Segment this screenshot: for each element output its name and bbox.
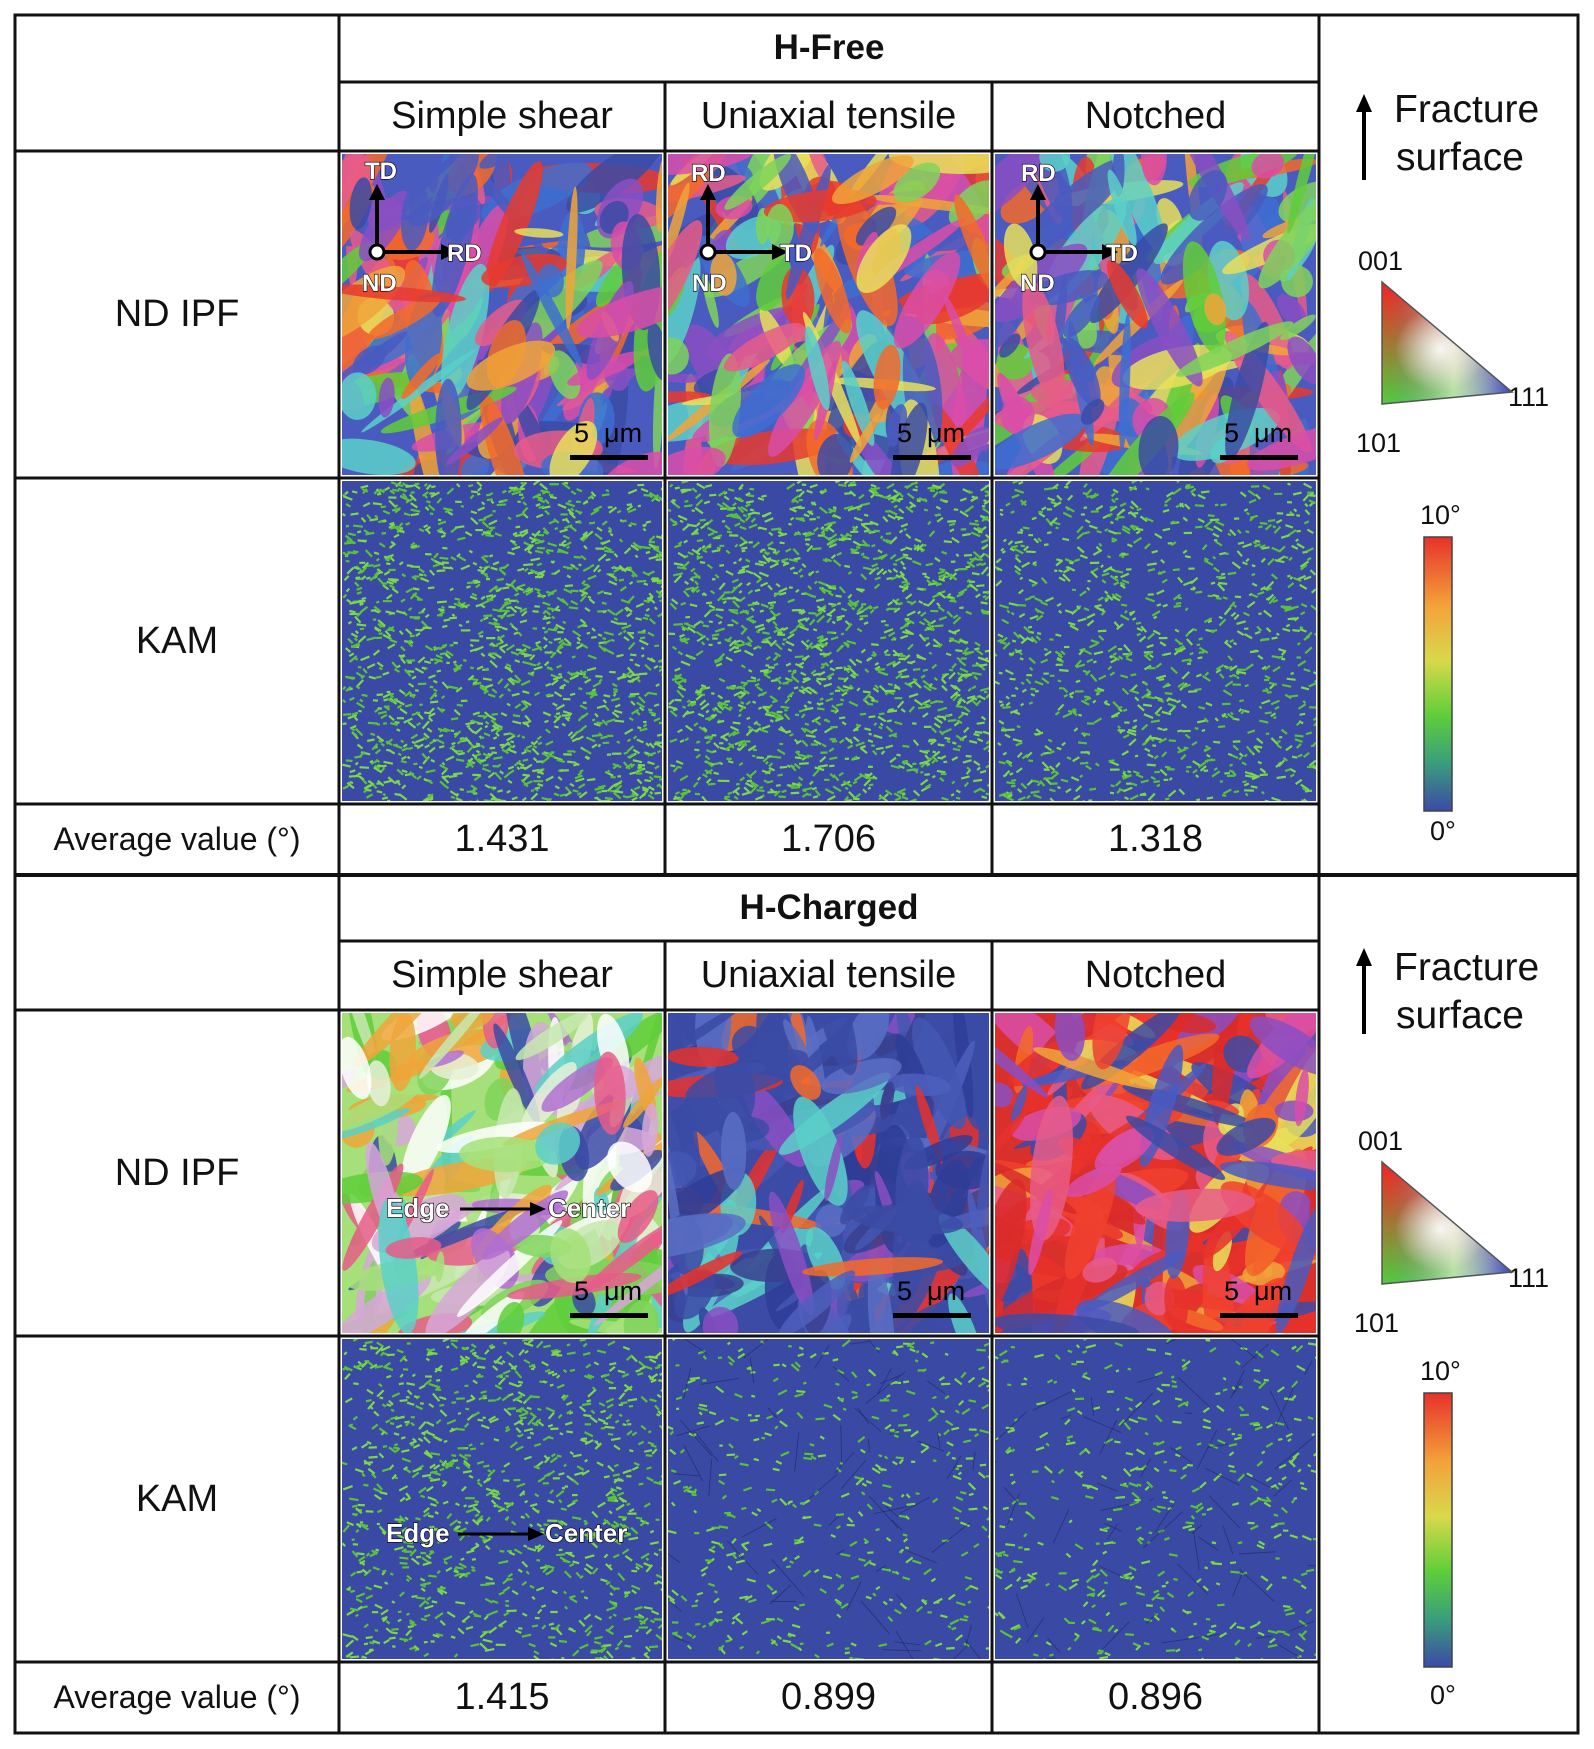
scale-bar-label: 5 μm <box>897 418 966 448</box>
fracture-line: Fracture <box>1394 946 1540 989</box>
ipf-triangle-icon <box>1381 1160 1514 1285</box>
ipf-color-triangle <box>1380 280 1514 412</box>
arrow-up-icon <box>1356 948 1372 1034</box>
average-value: 1.706 <box>780 817 877 860</box>
kam-colorbar <box>1423 1392 1453 1668</box>
kam-map <box>995 1339 1316 1659</box>
center-label: Center <box>544 1517 628 1548</box>
column-header: Uniaxial tensile <box>700 954 957 996</box>
kam-map <box>668 481 989 801</box>
map-texture <box>668 481 989 801</box>
center-label: Center <box>547 1192 631 1223</box>
map-texture <box>342 1339 662 1659</box>
row-label-kam: KAM <box>135 1477 219 1520</box>
ipf-corner-left: 101 <box>1356 428 1402 458</box>
average-value: 0.896 <box>1107 1676 1204 1718</box>
colorbar-gradient <box>1423 1392 1453 1668</box>
column-header: Simple shear <box>391 954 613 996</box>
axis-right-label: TD <box>779 239 812 267</box>
row-label-ipf: ND IPF <box>114 293 240 335</box>
scale-bar-label: 5 μm <box>574 1276 643 1306</box>
ipf-corner-top: 001 <box>1358 1126 1404 1156</box>
column-header: Uniaxial tensile <box>700 95 957 137</box>
kam-map <box>342 481 662 801</box>
row-label-average: Average value (°) <box>53 1679 301 1715</box>
edge-label: Edge <box>385 1517 450 1548</box>
scale-bar: 5 μm <box>1220 1276 1298 1318</box>
axis-right-label: TD <box>1105 239 1138 267</box>
scale-bar: 5 μm <box>893 418 971 460</box>
axis-origin-label: ND <box>1019 269 1055 297</box>
scale-bar-label: 5 μm <box>574 418 643 448</box>
ipf-corner-right: 111 <box>1508 382 1550 412</box>
kam-map <box>995 481 1316 801</box>
average-value: 0.899 <box>780 1676 877 1718</box>
kam-colorbar <box>1423 536 1453 812</box>
axis-right-label: RD <box>446 239 482 267</box>
axis-origin-label: ND <box>691 269 727 297</box>
map-texture <box>995 1339 1316 1659</box>
column-header: Simple shear <box>391 95 613 137</box>
map-texture <box>668 1339 989 1659</box>
kam-scale-min: 0° <box>1430 816 1456 846</box>
kam-scale-min: 0° <box>1430 1680 1456 1710</box>
edge-label: Edge <box>385 1192 450 1223</box>
fracture-line: Fracture <box>1394 88 1540 131</box>
arrow-right-icon <box>458 1527 544 1541</box>
average-value: 1.318 <box>1107 817 1204 860</box>
row-label-ipf: ND IPF <box>114 1151 240 1194</box>
colorbar-gradient <box>1423 536 1453 812</box>
fracture-surface-label: Fracture surface <box>1394 86 1539 182</box>
section-header: H-Free <box>773 28 885 67</box>
ipf-corner-top: 001 <box>1358 246 1404 276</box>
scale-bar: 5 μm <box>1220 418 1298 460</box>
kam-scale-max: 10° <box>1420 1356 1461 1386</box>
fracture-line: surface <box>1396 994 1524 1037</box>
section-header: H-Charged <box>739 888 919 927</box>
scale-bar: 5 μm <box>570 418 648 460</box>
scale-bar-label: 5 μm <box>1224 418 1293 448</box>
ipf-corner-right: 111 <box>1508 1263 1550 1293</box>
scale-bar: 5 μm <box>570 1276 648 1318</box>
axis-origin-label: ND <box>361 269 397 297</box>
ipf-color-triangle <box>1380 1160 1514 1292</box>
row-label-kam: KAM <box>135 619 219 662</box>
scale-bar-label: 5 μm <box>1224 1276 1293 1306</box>
fracture-line: surface <box>1396 136 1524 179</box>
column-header: Notched <box>1084 95 1227 137</box>
average-value: 1.415 <box>454 1676 550 1718</box>
axis-up-label: RD <box>690 159 726 187</box>
fracture-surface-label: Fracture surface <box>1394 944 1539 1040</box>
map-texture <box>342 481 662 801</box>
scale-bar: 5 μm <box>893 1276 971 1318</box>
row-label-average: Average value (°) <box>53 820 301 857</box>
kam-map <box>668 1339 989 1659</box>
kam-scale-max: 10° <box>1420 500 1461 530</box>
arrow-right-icon <box>460 1202 546 1216</box>
average-value: 1.431 <box>454 817 550 860</box>
kam-map <box>342 1339 662 1659</box>
axis-up-label: RD <box>1020 159 1056 187</box>
arrow-up-icon <box>1356 94 1372 180</box>
axis-up-label: TD <box>364 157 397 185</box>
ipf-triangle-icon <box>1381 280 1514 405</box>
column-header: Notched <box>1084 954 1227 996</box>
scale-bar-label: 5 μm <box>897 1276 966 1306</box>
ipf-corner-left: 101 <box>1354 1308 1400 1338</box>
map-texture <box>995 481 1316 801</box>
